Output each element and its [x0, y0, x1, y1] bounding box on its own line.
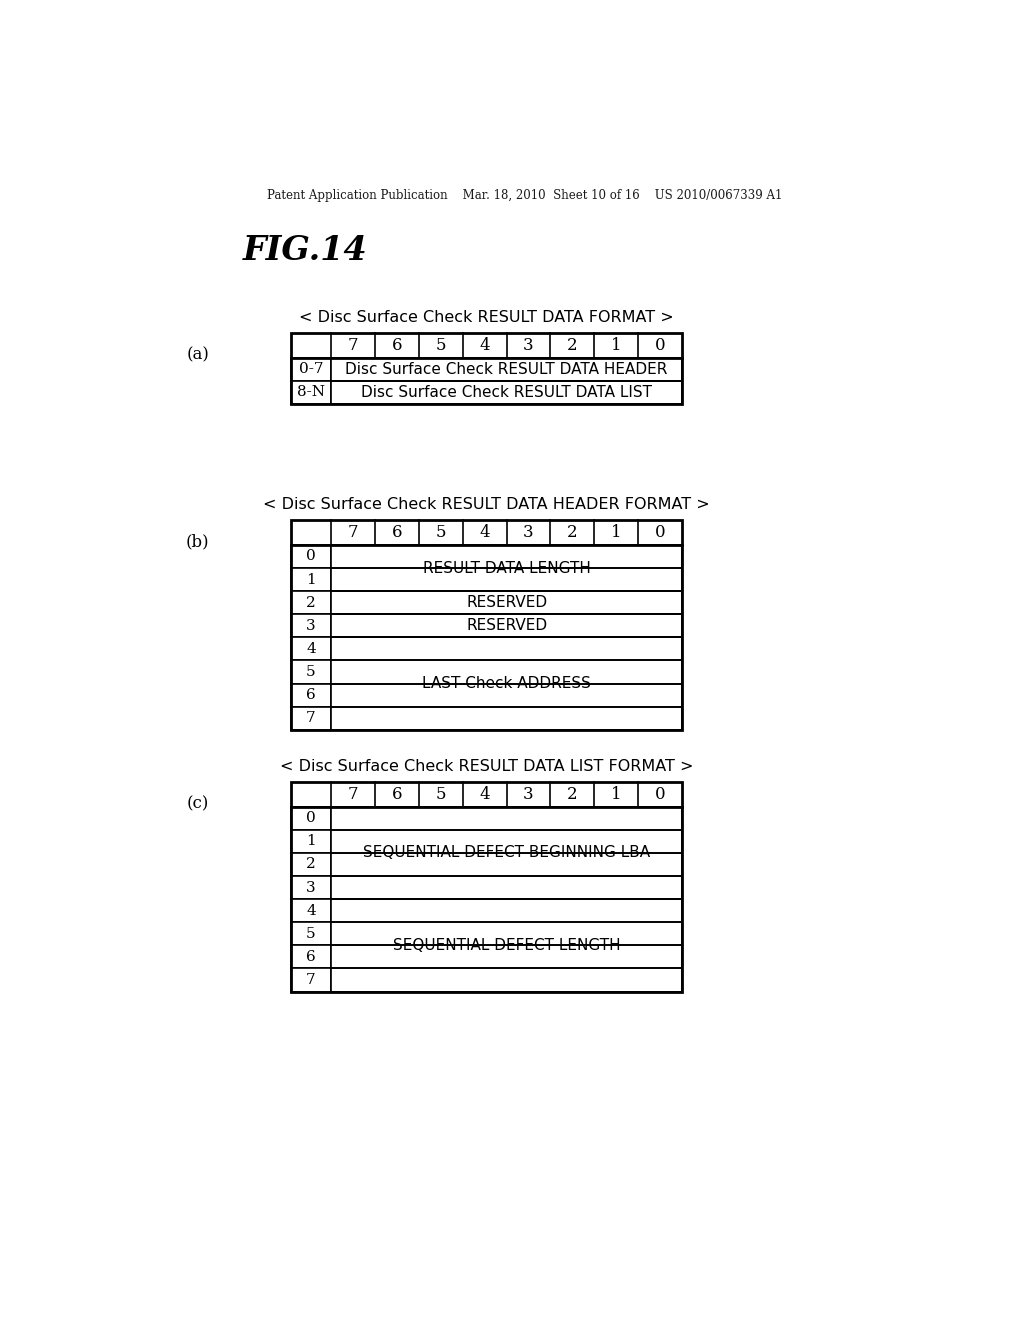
Text: 2: 2 [567, 785, 578, 803]
Text: < Disc Surface Check RESULT DATA LIST FORMAT >: < Disc Surface Check RESULT DATA LIST FO… [280, 759, 693, 775]
Text: 4: 4 [479, 337, 489, 354]
Text: 2: 2 [306, 858, 315, 871]
Bar [331, 899, 682, 991]
Text: 5: 5 [435, 785, 446, 803]
Text: < Disc Surface Check RESULT DATA FORMAT >: < Disc Surface Check RESULT DATA FORMAT … [299, 310, 674, 325]
Bar [291, 830, 331, 853]
Text: 0-7: 0-7 [299, 363, 324, 376]
Text: SEQUENTIAL DEFECT LENGTH: SEQUENTIAL DEFECT LENGTH [393, 937, 621, 953]
Text: 2: 2 [306, 595, 315, 610]
Bar [291, 545, 682, 730]
Bar [291, 660, 331, 684]
Text: 4: 4 [479, 785, 489, 803]
Bar [291, 807, 682, 991]
Text: 4: 4 [479, 524, 489, 541]
Text: 3: 3 [306, 619, 315, 632]
Bar [291, 614, 331, 638]
Bar [331, 638, 682, 730]
Text: 0: 0 [655, 785, 666, 803]
Text: 7: 7 [348, 337, 358, 354]
Text: 8-N: 8-N [297, 385, 325, 400]
Text: 7: 7 [348, 524, 358, 541]
Bar [291, 520, 682, 545]
Bar [291, 358, 682, 404]
Text: 3: 3 [523, 524, 534, 541]
Text: 4: 4 [306, 904, 315, 917]
Text: 1: 1 [611, 524, 622, 541]
Bar [291, 684, 331, 706]
Text: RESERVED: RESERVED [466, 595, 547, 610]
Text: Disc Surface Check RESULT DATA HEADER: Disc Surface Check RESULT DATA HEADER [345, 362, 668, 378]
Bar [331, 807, 682, 899]
Text: 3: 3 [523, 785, 534, 803]
Bar [291, 945, 331, 969]
Text: 7: 7 [348, 785, 358, 803]
Bar [291, 591, 331, 614]
Bar [331, 358, 682, 381]
Text: (b): (b) [186, 533, 210, 550]
Text: 6: 6 [391, 337, 402, 354]
Text: 0: 0 [306, 812, 315, 825]
Text: RESERVED: RESERVED [466, 618, 547, 634]
Bar [291, 781, 682, 807]
Text: RESULT DATA LENGTH: RESULT DATA LENGTH [423, 561, 591, 576]
Text: 0: 0 [306, 549, 315, 564]
Text: 6: 6 [306, 950, 315, 964]
Text: 0: 0 [655, 337, 666, 354]
Bar [291, 358, 331, 381]
Text: 5: 5 [306, 665, 315, 678]
Text: 1: 1 [611, 337, 622, 354]
Text: 5: 5 [306, 927, 315, 941]
Text: 6: 6 [391, 524, 402, 541]
Text: 3: 3 [523, 337, 534, 354]
Text: 5: 5 [435, 337, 446, 354]
Bar [331, 545, 682, 591]
Text: 4: 4 [306, 642, 315, 656]
Bar [331, 638, 682, 730]
Text: 7: 7 [306, 711, 315, 725]
Text: 5: 5 [435, 524, 446, 541]
Bar [291, 381, 331, 404]
Bar [331, 381, 682, 404]
Text: 1: 1 [306, 834, 315, 849]
Text: (c): (c) [186, 795, 209, 812]
Text: LAST Check ADDRESS: LAST Check ADDRESS [422, 676, 591, 692]
Text: 1: 1 [306, 573, 315, 586]
Text: FIG.14: FIG.14 [243, 235, 368, 268]
Bar [291, 923, 331, 945]
Bar [291, 807, 331, 830]
Bar [291, 899, 331, 923]
Text: 2: 2 [567, 337, 578, 354]
Text: 0: 0 [655, 524, 666, 541]
Bar [331, 358, 682, 381]
Text: 7: 7 [306, 973, 315, 987]
Bar [331, 381, 682, 404]
Text: Disc Surface Check RESULT DATA LIST: Disc Surface Check RESULT DATA LIST [361, 385, 652, 400]
Text: 2: 2 [567, 524, 578, 541]
Bar [331, 545, 682, 591]
Bar [291, 853, 331, 876]
Text: Patent Application Publication    Mar. 18, 2010  Sheet 10 of 16    US 2010/00673: Patent Application Publication Mar. 18, … [267, 189, 782, 202]
Text: 6: 6 [391, 785, 402, 803]
Bar [291, 638, 331, 660]
Bar [331, 899, 682, 991]
Bar [291, 969, 331, 991]
Text: SEQUENTIAL DEFECT BEGINNING LBA: SEQUENTIAL DEFECT BEGINNING LBA [364, 845, 650, 861]
Bar [331, 614, 682, 638]
Bar [291, 545, 331, 568]
Bar [291, 876, 331, 899]
Text: 6: 6 [306, 688, 315, 702]
Bar [291, 333, 682, 358]
Text: 3: 3 [306, 880, 315, 895]
Text: (a): (a) [186, 346, 209, 363]
Bar [331, 807, 682, 899]
Bar [291, 568, 331, 591]
Bar [331, 614, 682, 638]
Text: 1: 1 [611, 785, 622, 803]
Text: < Disc Surface Check RESULT DATA HEADER FORMAT >: < Disc Surface Check RESULT DATA HEADER … [263, 498, 710, 512]
Bar [331, 591, 682, 614]
Bar [291, 706, 331, 730]
Bar [331, 591, 682, 614]
